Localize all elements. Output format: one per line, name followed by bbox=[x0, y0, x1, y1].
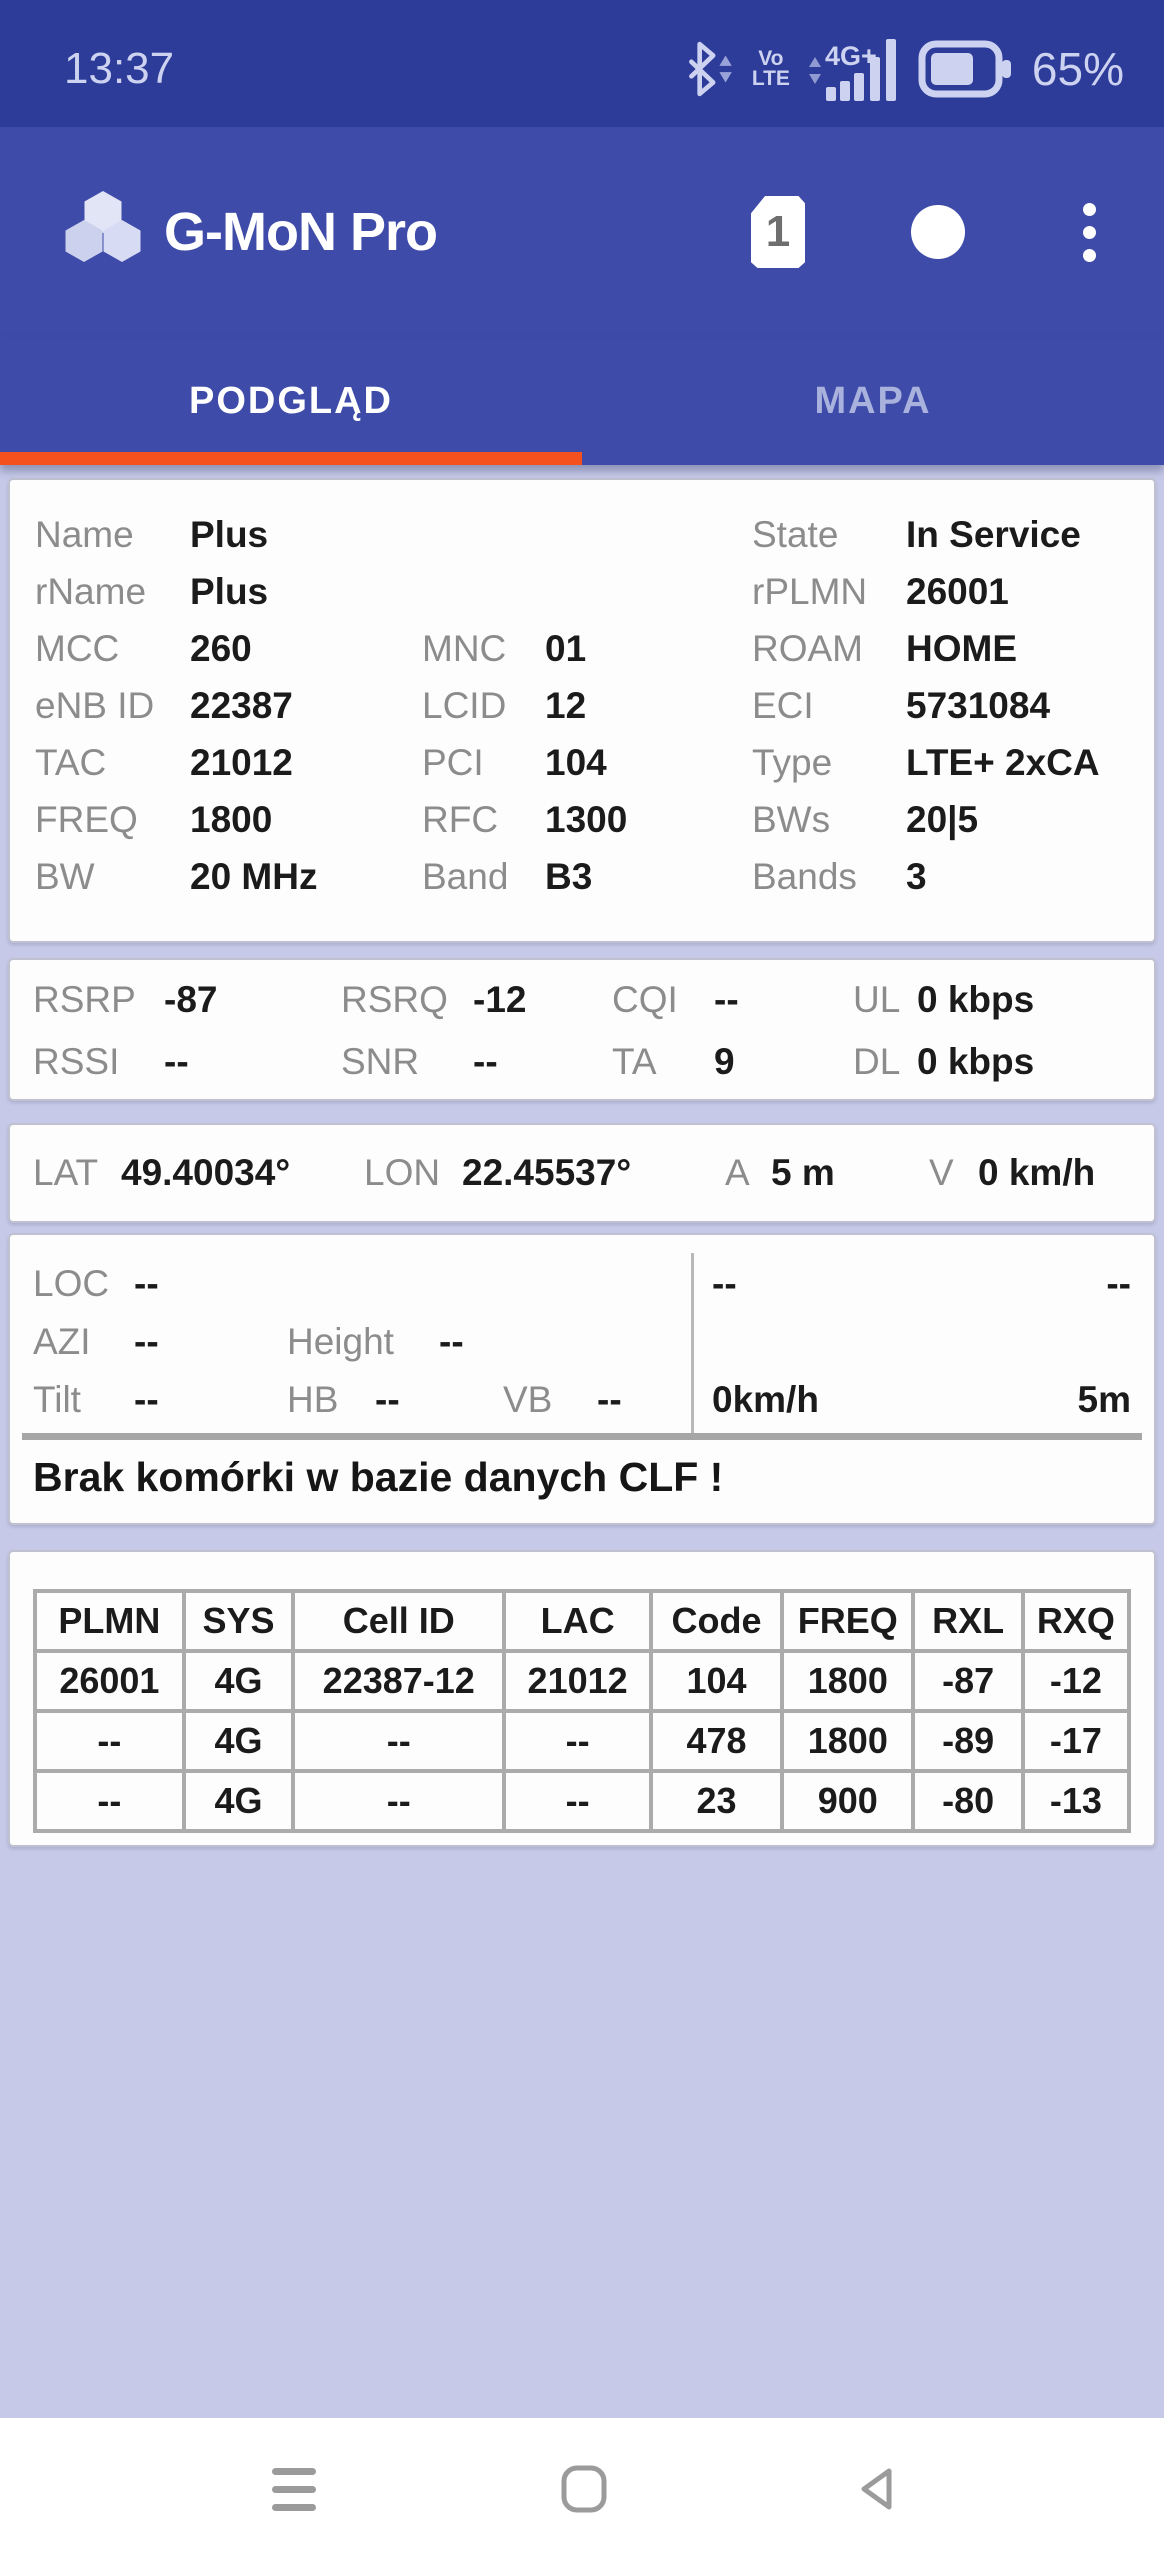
neighbor-cells-table: PLMN SYS Cell ID LAC Code FREQ RXL RXQ 2… bbox=[33, 1589, 1132, 1833]
sim-slot-number: 1 bbox=[765, 207, 791, 256]
serving-cell-panel: Name Plus State In Service rName Plus rPLMN… bbox=[8, 478, 1156, 943]
android-nav-bar bbox=[0, 2418, 1164, 2560]
cell-row: MCC 260 MNC 01 ROAM HOME bbox=[35, 627, 1017, 669]
signal-row: RSSI -- SNR -- TA 9 DL 0 kbps bbox=[33, 1041, 1035, 1082]
cell-row: Name Plus State In Service bbox=[35, 513, 1081, 555]
clf-panel: LOC -- AZI -- Height -- Tilt -- HB -- VB -- bbox=[8, 1233, 1156, 1525]
cell-row: FREQ 1800 RFC 1300 BWs 20|5 bbox=[35, 798, 979, 840]
clf-message: Brak komórki w bazie danych CLF ! bbox=[33, 1454, 724, 1500]
volte-icon: Vo LTE bbox=[751, 46, 790, 90]
app-title: G-MoN Pro bbox=[164, 202, 438, 262]
cell-row: BW 20 MHz Band B3 Bands 3 bbox=[35, 855, 927, 897]
active-tab-indicator bbox=[0, 452, 582, 465]
recents-icon[interactable] bbox=[271, 2467, 317, 2511]
cell-row: rName Plus rPLMN 26001 bbox=[35, 570, 1009, 612]
app-bar: G-MoN Pro 1 bbox=[0, 127, 1164, 337]
speed-distance-graph: -- -- 0km/h 5m bbox=[712, 1263, 1131, 1420]
cell-row: TAC 21012 PCI 104 Type LTE+ 2xCA bbox=[35, 741, 1100, 783]
table-row: -- 4G -- -- 478 1800 -89 -17 bbox=[33, 1709, 1132, 1773]
battery-icon bbox=[918, 37, 1014, 101]
battery-percent: 65% bbox=[1031, 42, 1124, 95]
neighbor-cells-panel: PLMN SYS Cell ID LAC Code FREQ RXL RXQ 2… bbox=[8, 1550, 1156, 1847]
home-icon[interactable] bbox=[561, 2465, 607, 2513]
horizontal-divider bbox=[22, 1433, 1142, 1440]
status-icons: Vo LTE 4G+ bbox=[684, 37, 1124, 101]
status-bar: 13:37 Vo LTE 4G+ bbox=[0, 0, 1164, 127]
signal-row: RSRP -87 RSRQ -12 CQI -- UL 0 kbps bbox=[33, 979, 1035, 1020]
svg-text:4G+: 4G+ bbox=[825, 41, 877, 71]
tab-bar: PODGLĄD MAPA bbox=[0, 337, 1164, 465]
sim-card-icon[interactable]: 1 bbox=[751, 196, 805, 268]
vertical-divider bbox=[691, 1253, 694, 1433]
podglad-page: Name Plus State In Service rName Plus rPLMN… bbox=[0, 465, 1164, 2418]
app-logo-icon bbox=[64, 189, 142, 275]
mobile-signal-icon: 4G+ bbox=[808, 37, 900, 101]
record-button[interactable] bbox=[911, 205, 965, 259]
table-header-row: PLMN SYS Cell ID LAC Code FREQ RXL RXQ bbox=[33, 1589, 1132, 1653]
tab-mapa[interactable]: MAPA bbox=[814, 379, 932, 422]
table-row: 26001 4G 22387-12 21012 104 1800 -87 -12 bbox=[33, 1649, 1132, 1713]
cell-row: eNB ID 22387 LCID 12 ECI 5731084 bbox=[35, 684, 1051, 726]
clf-antenna-info: LOC -- AZI -- Height -- Tilt -- HB -- VB -- bbox=[33, 1263, 622, 1420]
clock: 13:37 bbox=[64, 43, 175, 93]
back-icon[interactable] bbox=[857, 2466, 897, 2512]
overflow-menu-icon[interactable] bbox=[1077, 197, 1102, 268]
tab-podglad[interactable]: PODGLĄD bbox=[189, 379, 393, 422]
signal-panel: RSRP -87 RSRQ -12 CQI -- UL 0 kbps RSSI -- SN… bbox=[8, 958, 1156, 1101]
bluetooth-icon bbox=[684, 40, 734, 98]
table-row: -- 4G -- -- 23 900 -80 -13 bbox=[33, 1769, 1132, 1833]
